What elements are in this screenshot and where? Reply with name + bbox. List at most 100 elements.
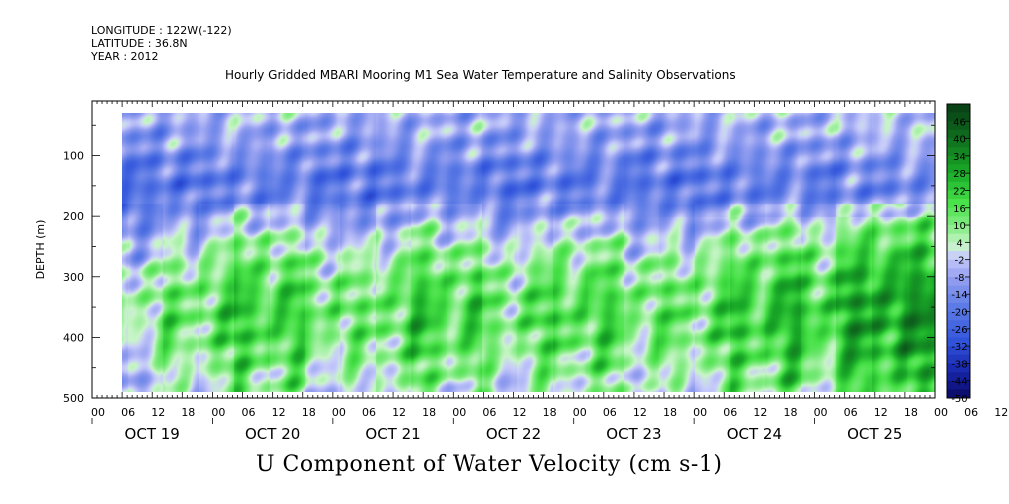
x-tick-label: 18 — [422, 406, 436, 419]
y-axis-label: DEPTH (m) — [34, 220, 47, 280]
axes: 00 06 12 18 00 06 12 18 00 06 12 18 00 06 12 18 00 06 12 18… — [34, 100, 1008, 443]
heatmap-field — [122, 113, 935, 392]
colorbar-tick-label: -50 — [951, 394, 967, 405]
x-tick-label: 00 — [814, 406, 828, 419]
x-tick-label: 06 — [723, 406, 737, 419]
x-tick-label: 06 — [362, 406, 376, 419]
colorbar-segment — [947, 181, 970, 191]
y-tick-label: 500 — [63, 392, 84, 405]
colorbar-segment — [947, 207, 970, 217]
colorbar-segment — [947, 242, 970, 252]
colorbar-segment — [947, 233, 970, 243]
x-tick-label: 06 — [964, 406, 978, 419]
colorbar-segment — [947, 164, 970, 174]
day-label: OCT 20 — [245, 425, 300, 443]
colorbar-tick-label: 28 — [953, 169, 966, 180]
colorbar-frame — [946, 103, 971, 399]
x-tick-label: 06 — [482, 406, 496, 419]
x-tick-label: 06 — [844, 406, 858, 419]
day-label: OCT 23 — [606, 425, 661, 443]
day-label: OCT 24 — [727, 425, 782, 443]
longitude-label: LONGITUDE : 122W(-122) — [91, 24, 232, 37]
x-tick-label: 18 — [181, 406, 195, 419]
x-tick-label: 12 — [513, 406, 527, 419]
colorbar-tick-label: 4 — [956, 238, 962, 249]
colorbar-segment — [947, 346, 970, 356]
colorbar-tick-label: -44 — [951, 377, 967, 388]
colorbar-tick-label: 46 — [953, 117, 966, 128]
colorbar-segment — [947, 294, 970, 304]
x-tick-label: 12 — [392, 406, 406, 419]
colorbar-tick-label: -20 — [951, 308, 967, 319]
heatmap-image — [122, 113, 935, 392]
colorbar-tick-label: -26 — [951, 325, 967, 336]
colorbar-tick-label: -14 — [951, 290, 967, 301]
colorbar-tick-label: 16 — [953, 204, 966, 215]
x-tick-label: 00 — [693, 406, 707, 419]
x-tick-label: 00 — [91, 406, 105, 419]
x-tick-label: 18 — [543, 406, 557, 419]
x-tick-label: 12 — [753, 406, 767, 419]
colorbar-segment — [947, 276, 970, 286]
x-tick-label: 06 — [603, 406, 617, 419]
x-tick-label: 12 — [151, 406, 165, 419]
colorbar-segment — [947, 268, 970, 278]
day-label: OCT 22 — [486, 425, 541, 443]
variable-label: U Component of Water Velocity (cm s-1) — [256, 452, 723, 477]
colorbar-tick-label: 10 — [953, 221, 966, 232]
colorbar-tick-label: 34 — [953, 152, 966, 163]
x-tick-label: 00 — [573, 406, 587, 419]
colorbar-segment — [947, 302, 970, 312]
colorbar-segment — [947, 372, 970, 382]
colorbar-segment — [947, 251, 970, 260]
day-label: OCT 19 — [125, 425, 180, 443]
chart-title: Hourly Gridded MBARI Mooring M1 Sea Wate… — [225, 68, 736, 82]
x-tick-label: 18 — [904, 406, 918, 419]
x-tick-label: 00 — [934, 406, 948, 419]
colorbar-segment — [947, 216, 970, 226]
colorbar-segment — [947, 121, 970, 131]
colorbar-tick-label: 22 — [953, 186, 966, 197]
x-tick-label: 00 — [211, 406, 225, 419]
colorbar-segment — [947, 147, 970, 157]
x-tick-label: 18 — [663, 406, 677, 419]
colorbar-tick-label: -2 — [955, 256, 965, 267]
latitude-label: LATITUDE : 36.8N — [91, 37, 188, 50]
colorbar-segment — [947, 190, 970, 200]
colorbar-segment — [947, 320, 970, 330]
colorbar-segment — [947, 337, 970, 347]
x-tick-label: 06 — [242, 406, 256, 419]
x-tick-label: 18 — [302, 406, 316, 419]
year-label: YEAR : 2012 — [91, 50, 159, 63]
colorbar-segment — [947, 328, 970, 338]
colorbar-tick-label: -8 — [955, 273, 965, 284]
colorbar-tick-label: 40 — [953, 135, 966, 146]
y-tick-label: 300 — [63, 271, 84, 284]
colorbar-segment — [947, 199, 970, 209]
colorbar-segment — [947, 173, 970, 183]
colorbar-segment — [947, 363, 970, 373]
colorbar-segment — [947, 138, 970, 148]
colorbar-segment — [947, 155, 970, 165]
x-tick-label: 12 — [994, 406, 1008, 419]
y-tick-label: 400 — [63, 331, 84, 344]
colorbar-segment — [947, 225, 970, 235]
colorbar-segment — [947, 112, 970, 122]
day-label: OCT 25 — [847, 425, 902, 443]
x-tick-label: 00 — [332, 406, 346, 419]
y-tick-label: 100 — [63, 150, 84, 163]
colorbar-tick-label: -38 — [951, 359, 967, 370]
day-label: OCT 21 — [365, 425, 420, 443]
colorbar-segment — [947, 259, 970, 269]
x-tick-label: 18 — [783, 406, 797, 419]
colorbar-segment — [947, 311, 970, 321]
colorbar-segment — [947, 285, 970, 295]
colorbar: 46 40 34 28 22 16 10 4 -2 -8 -14 -20 -26 -32 -38 -44 -50 — [946, 103, 971, 405]
colorbar-segment — [947, 380, 970, 390]
colorbar-tick-label: -32 — [951, 342, 967, 353]
x-tick-label: 12 — [633, 406, 647, 419]
colorbar-segment — [947, 129, 970, 139]
colorbar-segment — [947, 104, 970, 113]
x-tick-label: 06 — [121, 406, 135, 419]
